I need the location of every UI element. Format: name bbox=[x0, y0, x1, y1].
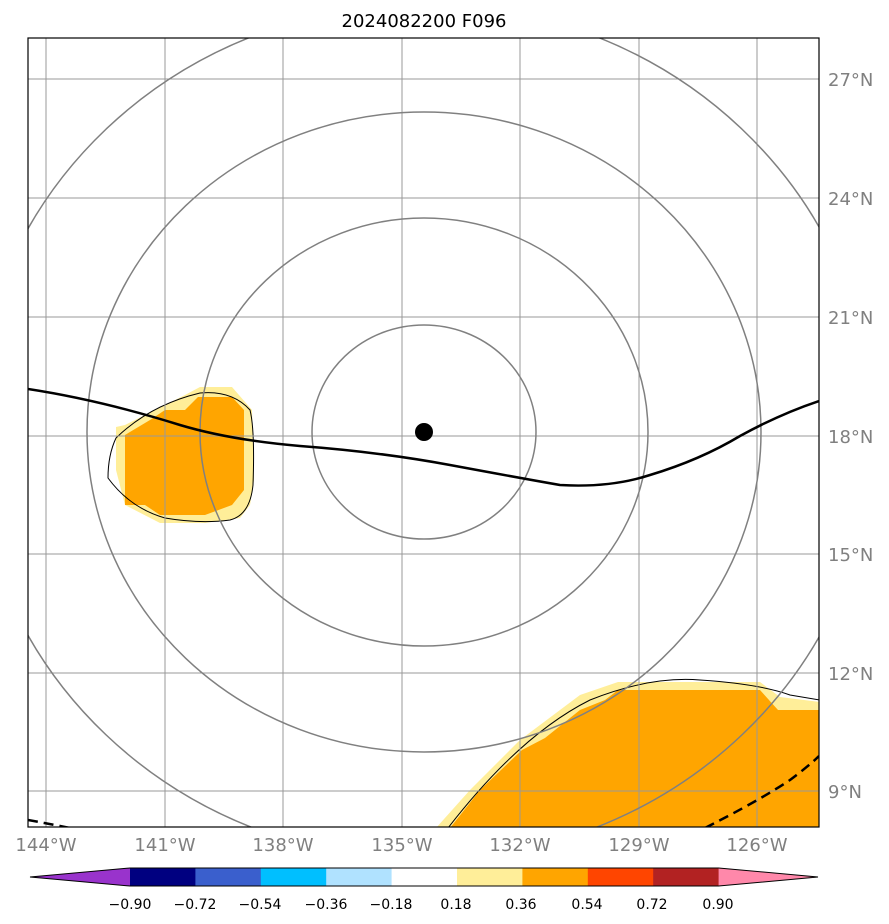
lon-label: 129°W bbox=[608, 835, 669, 856]
colorbar-swatch bbox=[130, 868, 196, 886]
lat-label: 27°N bbox=[828, 70, 873, 91]
colorbar-tick-label: −0.18 bbox=[370, 897, 413, 913]
map-title: 2024082200 F096 bbox=[342, 11, 507, 32]
colorbar-swatch bbox=[195, 868, 262, 886]
colorbar-tick-labels: −0.90 −0.72 −0.54 −0.36 −0.18 0.18 0.36 … bbox=[109, 897, 734, 913]
map-panel bbox=[27, 37, 820, 828]
colorbar-outline bbox=[29, 867, 819, 887]
range-ring-2 bbox=[199, 217, 649, 647]
lon-label: 126°W bbox=[726, 835, 787, 856]
colorbar-swatch bbox=[587, 868, 654, 886]
latitude-labels: 27°N 24°N 21°N 18°N 15°N 12°N 9°N bbox=[828, 70, 873, 803]
colorbar-extend-min bbox=[30, 868, 130, 886]
map-frame bbox=[27, 37, 820, 828]
map-content bbox=[28, 38, 819, 827]
colorbar-tick-label: 0.90 bbox=[702, 897, 733, 913]
range-rings bbox=[28, 38, 819, 827]
colorbar-swatch bbox=[326, 868, 393, 886]
southeast-anomaly-inner-shade bbox=[450, 690, 819, 827]
colorbar-swatches bbox=[29, 867, 819, 887]
colorbar: −0.90 −0.72 −0.54 −0.36 −0.18 0.18 0.36 … bbox=[29, 867, 819, 913]
lon-label: 144°W bbox=[15, 835, 76, 856]
colorbar-swatch bbox=[260, 868, 327, 886]
lat-label: 12°N bbox=[828, 664, 873, 685]
colorbar-tick-label: 0.18 bbox=[440, 897, 471, 913]
lon-label: 132°W bbox=[489, 835, 550, 856]
lat-label: 9°N bbox=[828, 782, 862, 803]
lat-label: 18°N bbox=[828, 427, 873, 448]
lat-label: 21°N bbox=[828, 308, 873, 329]
southeast-anomaly-contour bbox=[448, 678, 819, 827]
colorbar-tick-label: −0.90 bbox=[109, 897, 152, 913]
colorbar-tick-label: −0.36 bbox=[305, 897, 348, 913]
west-anomaly-contour bbox=[107, 392, 255, 523]
lon-label: 141°W bbox=[134, 835, 195, 856]
dashed-contour-southeast bbox=[704, 755, 819, 827]
colorbar-tick-label: 0.54 bbox=[571, 897, 602, 913]
dashed-contour-southwest bbox=[28, 818, 71, 827]
lat-label: 24°N bbox=[828, 189, 873, 210]
range-ring-3 bbox=[86, 111, 762, 753]
colorbar-swatch bbox=[653, 868, 720, 886]
colorbar-extend-max bbox=[718, 868, 818, 886]
storm-center-marker bbox=[415, 423, 433, 441]
colorbar-tick-label: 0.36 bbox=[505, 897, 536, 913]
west-anomaly-inner-shade bbox=[125, 397, 244, 515]
colorbar-tick-label: −0.72 bbox=[174, 897, 217, 913]
track-line bbox=[28, 387, 819, 487]
range-ring-1 bbox=[311, 324, 537, 540]
lat-label: 15°N bbox=[828, 545, 873, 566]
lon-label: 138°W bbox=[252, 835, 313, 856]
colorbar-tick-label: −0.54 bbox=[239, 897, 282, 913]
longitude-labels: 144°W 141°W 138°W 135°W 132°W 129°W 126°… bbox=[15, 835, 787, 856]
colorbar-swatch bbox=[457, 868, 523, 886]
colorbar-swatch bbox=[522, 868, 589, 886]
colorbar-tick-label: 0.72 bbox=[636, 897, 667, 913]
lon-label: 135°W bbox=[371, 835, 432, 856]
colorbar-swatch bbox=[391, 868, 458, 886]
west-anomaly-region bbox=[107, 387, 255, 523]
graticule bbox=[28, 38, 819, 827]
